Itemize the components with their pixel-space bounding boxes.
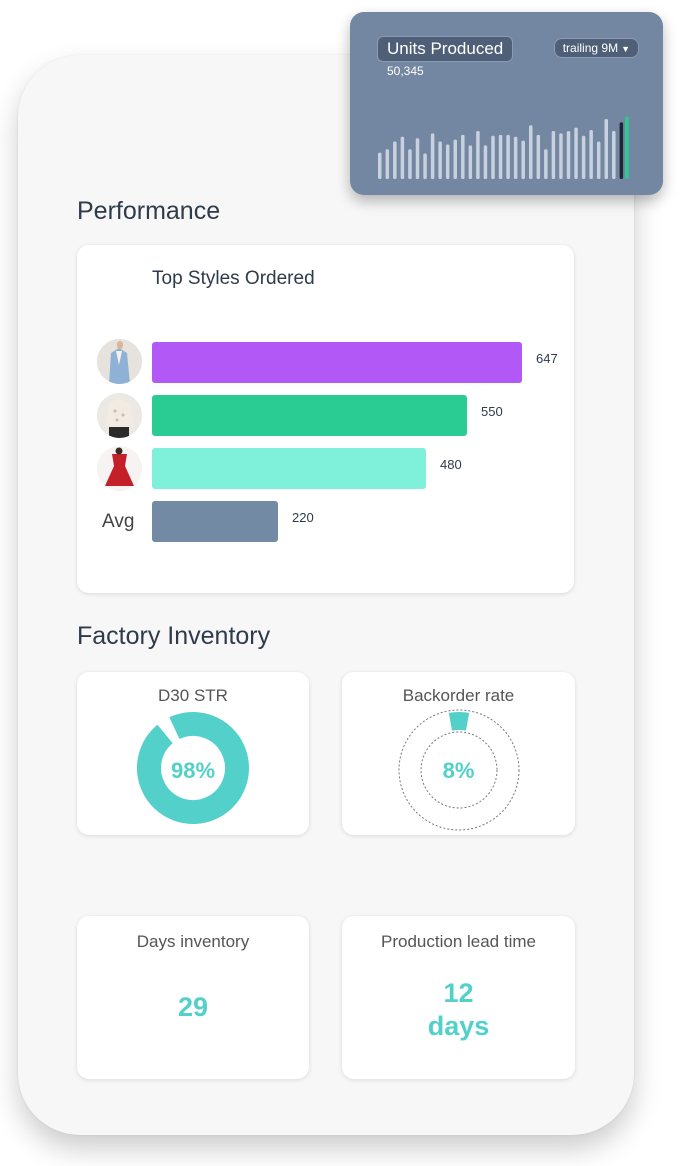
units-bar	[430, 133, 435, 179]
factory-inventory-heading: Factory Inventory	[77, 622, 271, 650]
lead-time-value-number: 12	[443, 978, 474, 1008]
units-produced-card[interactable]: Units Produced trailing 9M ▼ 50,345	[350, 12, 663, 195]
d30-str-card: D30 STR 98%	[77, 672, 309, 835]
d30-str-label: D30 STR	[158, 686, 228, 705]
chart-title: Top Styles Ordered	[152, 268, 315, 289]
units-bar	[468, 145, 473, 179]
units-bar	[423, 153, 427, 179]
units-bar	[438, 141, 442, 179]
backorder-card: Backorder rate 8%	[342, 672, 575, 835]
backorder-value: 8%	[442, 758, 475, 783]
units-bar	[513, 136, 518, 179]
avg-label: Avg	[102, 511, 135, 532]
bar-1[interactable]	[152, 342, 522, 383]
units-bar	[566, 131, 571, 179]
days-inventory-value: 29	[177, 992, 209, 1022]
backorder-label: Backorder rate	[402, 686, 515, 705]
units-bar	[378, 152, 382, 179]
bar-value-label: 220	[292, 510, 314, 525]
units-bar	[559, 133, 563, 179]
lead-time-value-unit: days	[427, 1011, 490, 1041]
bar-value-label: 647	[536, 351, 558, 366]
units-bar-current	[625, 116, 629, 179]
red-dress-image	[97, 446, 142, 491]
units-bar	[491, 135, 495, 179]
range-label: trailing 9M	[562, 41, 619, 55]
d30-str-value: 98%	[170, 758, 216, 783]
backorder-donut	[398, 709, 520, 831]
bar-value-label: 550	[481, 404, 503, 419]
units-bar	[521, 140, 525, 179]
days-inventory-label: Days inventory	[136, 932, 250, 951]
units-bar	[400, 136, 405, 179]
units-bar	[445, 144, 450, 179]
d30-str-donut	[137, 712, 249, 824]
units-bar	[574, 127, 578, 179]
units-bar	[529, 125, 533, 179]
units-bar	[498, 134, 503, 179]
units-bar	[476, 131, 480, 179]
lead-time-label: Production lead time	[381, 932, 536, 951]
units-bar	[581, 135, 586, 179]
style-2-avatar[interactable]	[97, 393, 142, 438]
units-bar	[536, 134, 541, 179]
range-dropdown[interactable]: trailing 9M ▼	[553, 38, 639, 58]
units-bar-dark	[619, 122, 624, 179]
bar-value-label: 480	[440, 457, 462, 472]
units-bar	[604, 119, 608, 179]
units-bar	[551, 131, 556, 179]
units-bar	[453, 139, 457, 179]
units-bar	[483, 145, 488, 179]
units-bar	[415, 138, 420, 179]
units-bar	[596, 141, 601, 179]
units-bar	[612, 131, 616, 179]
days-inventory-card: Days inventory 29	[77, 916, 309, 1079]
blouse-image	[97, 393, 142, 438]
bar-2[interactable]	[152, 395, 467, 436]
blazer-image	[97, 339, 142, 384]
bar-4[interactable]	[152, 501, 278, 542]
style-1-avatar[interactable]	[97, 339, 142, 384]
units-produced-title: Units Produced	[377, 36, 514, 62]
bar-3[interactable]	[152, 448, 426, 489]
units-bar	[385, 149, 390, 179]
chevron-down-icon: ▼	[621, 44, 630, 54]
units-produced-chart	[378, 116, 629, 179]
units-bar	[506, 134, 510, 179]
units-bar	[544, 149, 548, 179]
units-bar	[461, 134, 465, 179]
lead-time-card: Production lead time 12 days	[342, 916, 575, 1079]
units-produced-value: 50,345	[387, 64, 424, 78]
style-3-avatar[interactable]	[97, 446, 142, 491]
units-bar	[408, 149, 412, 179]
units-bar	[589, 130, 593, 179]
units-bar	[393, 141, 397, 179]
performance-heading: Performance	[77, 197, 221, 225]
